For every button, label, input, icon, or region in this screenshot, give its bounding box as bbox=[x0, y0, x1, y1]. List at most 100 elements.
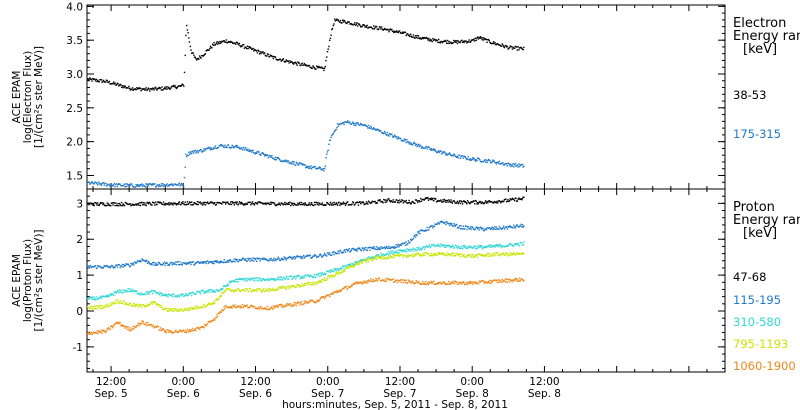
proton-legend-title-line: Proton bbox=[733, 200, 775, 215]
proton-data-point bbox=[386, 247, 389, 249]
proton-data-point bbox=[366, 249, 368, 252]
proton-data-point bbox=[161, 264, 163, 266]
electron-data-point bbox=[487, 158, 490, 161]
proton-data-point bbox=[163, 261, 165, 264]
proton-data-point bbox=[375, 279, 378, 281]
proton-data-point bbox=[415, 249, 417, 252]
proton-data-point bbox=[310, 275, 313, 277]
proton-data-point bbox=[165, 262, 167, 265]
electron-data-point bbox=[236, 41, 238, 44]
electron-data-point bbox=[393, 135, 395, 137]
proton-data-point bbox=[429, 226, 431, 228]
proton-data-point bbox=[418, 230, 420, 233]
proton-data-point bbox=[183, 329, 185, 331]
proton-data-point bbox=[100, 305, 102, 307]
proton-data-point bbox=[154, 301, 156, 303]
electron-series-175-315 bbox=[87, 120, 525, 188]
electron-data-point bbox=[237, 146, 239, 149]
proton-data-point bbox=[376, 256, 378, 258]
proton-data-point bbox=[167, 331, 170, 333]
proton-data-point bbox=[433, 243, 435, 246]
proton-data-point bbox=[362, 259, 365, 261]
proton-data-point bbox=[202, 201, 204, 204]
proton-data-point bbox=[354, 283, 356, 285]
proton-data-point bbox=[282, 287, 284, 289]
proton-data-point bbox=[178, 264, 181, 266]
proton-data-point bbox=[503, 199, 506, 201]
proton-data-point bbox=[158, 202, 160, 204]
electron-data-point bbox=[309, 167, 311, 169]
proton-data-point bbox=[100, 265, 102, 268]
proton-data-point bbox=[458, 201, 460, 203]
proton-data-point bbox=[295, 204, 298, 206]
electron-data-point bbox=[152, 87, 155, 90]
proton-data-point bbox=[242, 279, 244, 281]
proton-data-point bbox=[449, 246, 451, 248]
electron-data-point bbox=[485, 159, 488, 161]
electron-data-point bbox=[480, 161, 482, 163]
electron-data-point bbox=[477, 36, 479, 38]
proton-data-point bbox=[374, 200, 376, 203]
electron-data-point bbox=[193, 150, 196, 152]
proton-data-point bbox=[354, 264, 356, 267]
proton-data-point bbox=[287, 285, 290, 287]
proton-data-point bbox=[219, 261, 222, 264]
proton-data-point bbox=[448, 253, 450, 255]
proton-data-point bbox=[335, 270, 337, 272]
proton-data-point bbox=[180, 202, 183, 204]
electron-data-point bbox=[499, 44, 501, 46]
proton-data-point bbox=[213, 262, 215, 265]
electron-data-point bbox=[273, 55, 275, 58]
electron-data-point bbox=[243, 146, 245, 149]
proton-data-point bbox=[332, 204, 334, 206]
electron-data-point bbox=[292, 62, 294, 64]
electron-data-point bbox=[166, 88, 168, 90]
proton-data-point bbox=[240, 290, 242, 293]
proton-data-point bbox=[377, 247, 379, 249]
proton-data-point bbox=[226, 306, 228, 308]
electron-data-point bbox=[330, 136, 332, 138]
proton-data-point bbox=[412, 255, 415, 258]
proton-data-point bbox=[310, 284, 313, 286]
proton-data-point bbox=[464, 283, 467, 285]
electron-data-point bbox=[176, 86, 178, 89]
proton-data-point bbox=[179, 329, 181, 331]
proton-data-point bbox=[300, 255, 303, 258]
proton-data-point bbox=[264, 307, 267, 310]
electron-data-point bbox=[91, 80, 93, 82]
proton-data-point bbox=[120, 302, 122, 304]
proton-data-point bbox=[304, 284, 306, 286]
proton-data-point bbox=[140, 260, 142, 262]
electron-data-point bbox=[359, 24, 361, 26]
electron-data-point bbox=[316, 66, 319, 68]
electron-data-point bbox=[276, 157, 278, 159]
electron-data-point bbox=[412, 36, 414, 38]
proton-data-point bbox=[383, 254, 385, 256]
proton-data-point bbox=[355, 249, 357, 252]
proton-data-point bbox=[113, 202, 116, 204]
proton-data-point bbox=[110, 266, 112, 268]
proton-data-point bbox=[369, 258, 371, 261]
proton-data-point bbox=[366, 257, 368, 259]
electron-data-point bbox=[230, 146, 233, 148]
proton-data-point bbox=[94, 331, 96, 334]
proton-data-point bbox=[278, 304, 280, 306]
proton-data-point bbox=[201, 289, 204, 291]
electron-data-point bbox=[113, 182, 116, 185]
proton-data-point bbox=[214, 319, 216, 321]
proton-data-point bbox=[186, 263, 188, 266]
proton-data-point bbox=[498, 281, 500, 283]
electron-data-point bbox=[214, 44, 217, 46]
proton-data-point bbox=[217, 261, 220, 263]
proton-data-point bbox=[95, 332, 98, 334]
proton-data-point bbox=[306, 254, 308, 256]
proton-data-point bbox=[435, 283, 438, 285]
electron-data-point bbox=[417, 144, 419, 146]
proton-data-point bbox=[117, 202, 119, 205]
electron-data-point bbox=[122, 87, 124, 89]
proton-data-point bbox=[471, 281, 473, 283]
proton-data-point bbox=[351, 285, 353, 287]
proton-data-point bbox=[263, 278, 265, 280]
proton-data-point bbox=[438, 222, 440, 224]
proton-data-point bbox=[300, 285, 303, 288]
